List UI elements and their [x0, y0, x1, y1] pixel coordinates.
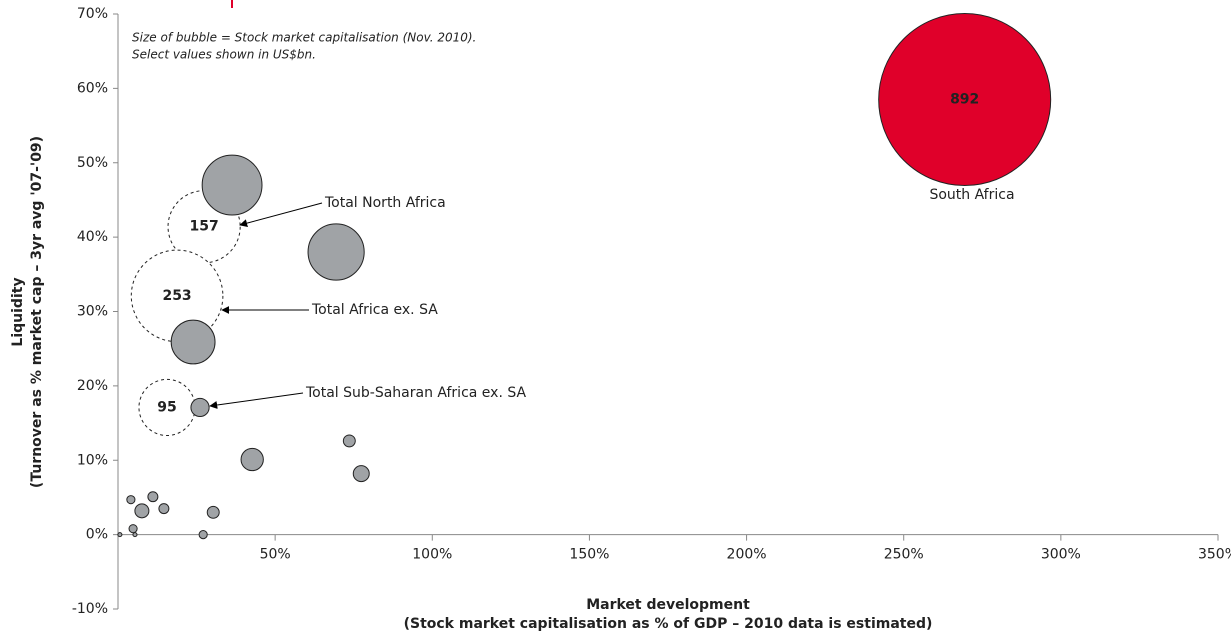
bubble [170, 319, 216, 365]
y-tick-label: 60% [77, 80, 108, 96]
y-axis-label: (Turnover as % market cap – 3yr avg '07-… [29, 136, 45, 488]
x-tick-label: 300% [1041, 547, 1081, 563]
x-axis-label: (Stock market capitalisation as % of GDP… [404, 616, 933, 632]
bubble [117, 532, 123, 538]
arrow [209, 392, 304, 409]
annotation: South Africa [929, 187, 1014, 203]
arrow [239, 202, 323, 227]
bubble [190, 397, 210, 418]
bubble [352, 465, 370, 483]
x-tick-label: 100% [412, 547, 452, 563]
data-label: 95 [157, 399, 176, 415]
x-axis-label: Market development [586, 597, 750, 613]
x-tick-label: 150% [569, 547, 609, 563]
y-tick-label: 70% [77, 6, 108, 22]
bubble [342, 434, 356, 448]
y-tick-label: 10% [77, 452, 108, 468]
data-label: 892 [950, 92, 979, 108]
bubble [147, 491, 159, 503]
bubble [128, 524, 138, 534]
annotations: Total North Africa Total Africa ex. SA T… [209, 187, 1015, 409]
data-label: 253 [162, 288, 191, 304]
plot-area: -10% 0% 10% 20% 30% 40% 50% 60% 70% 50% 100% 150% 20… [72, 6, 1231, 617]
bubble [130, 249, 224, 343]
bubble [240, 447, 264, 472]
bubble [198, 530, 208, 540]
annotation: Total Sub-Saharan Africa ex. SA [305, 385, 526, 401]
data-label: 157 [189, 219, 218, 235]
annotation: Total North Africa [324, 195, 446, 211]
bubble [201, 154, 263, 216]
bubble [206, 505, 220, 519]
bubble [126, 495, 136, 505]
x-tick-label: 250% [884, 547, 924, 563]
x-tick-label: 50% [260, 547, 291, 563]
x-tick-label: 200% [727, 547, 767, 563]
y-tick-label: -10% [72, 601, 108, 617]
bubble [878, 13, 1052, 187]
bubble [158, 503, 170, 515]
y-tick-label: 50% [77, 155, 108, 171]
y-tick-label: 20% [77, 378, 108, 394]
annotation: Total Africa ex. SA [311, 302, 438, 318]
note: Select values shown in US$bn. [132, 48, 316, 62]
y-tick-label: 40% [77, 229, 108, 245]
note: Size of bubble = Stock market capitalisa… [132, 31, 476, 45]
x-tick-label: 350% [1198, 547, 1231, 563]
bubble [132, 532, 138, 538]
y-axis-label: Liquidity [10, 277, 26, 346]
y-tick-label: 0% [86, 527, 108, 543]
y-tick-label: 30% [77, 304, 108, 320]
bubble [307, 223, 365, 281]
bubble [134, 503, 150, 519]
